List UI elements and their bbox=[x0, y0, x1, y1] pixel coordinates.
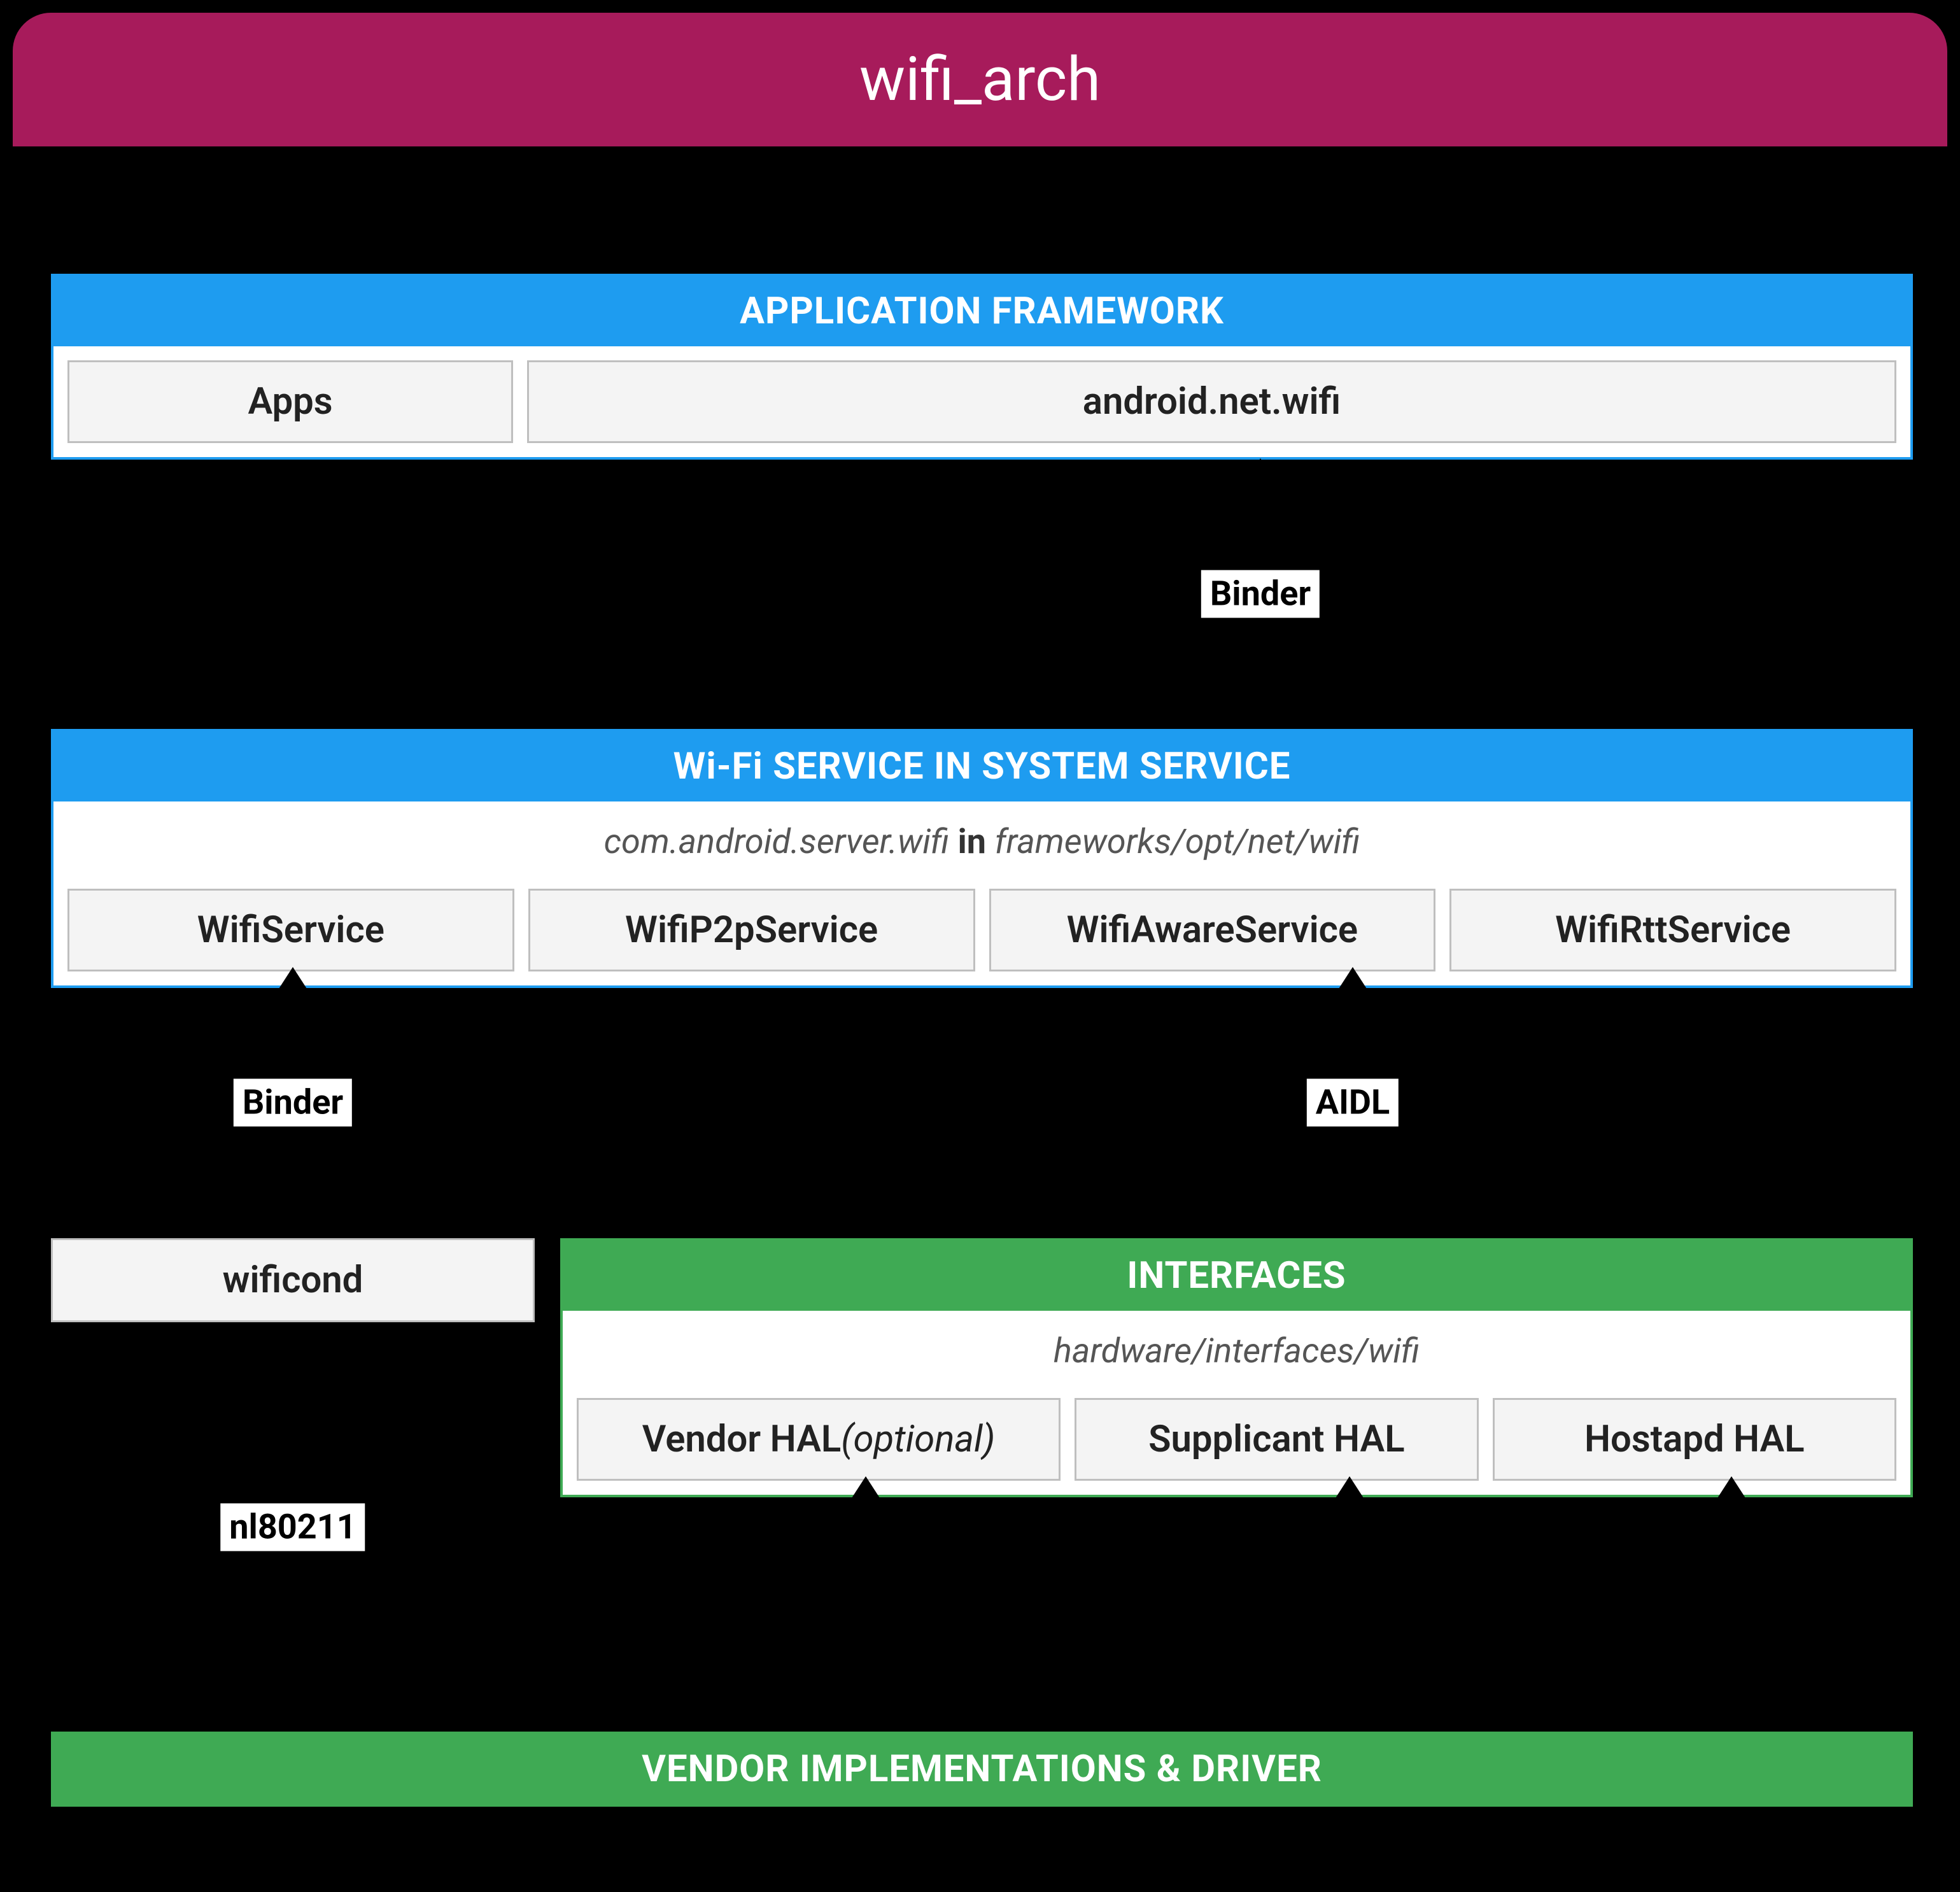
edge-binder1-arrowhead-up bbox=[1246, 458, 1274, 480]
edge-ifc-vendor-2-line bbox=[1347, 1495, 1352, 1712]
edge-ifc-vendor-1-arrowhead-up bbox=[852, 1476, 880, 1498]
edge-aidl-arrowhead-down bbox=[1339, 1217, 1367, 1238]
layer-interfaces: INTERFACES hardware/interfaces/wifi Vend… bbox=[560, 1238, 1913, 1497]
interfaces-subtitle: hardware/interfaces/wifi bbox=[577, 1325, 1896, 1384]
layer-vendor: VENDOR IMPLEMENTATIONS & DRIVER bbox=[51, 1732, 1913, 1807]
box-vendor-hal-label: Vendor HAL bbox=[642, 1418, 841, 1461]
box-wifirttservice: WifiRttService bbox=[1449, 889, 1896, 971]
layer-wifi-service: Wi-Fi SERVICE IN SYSTEM SERVICE com.andr… bbox=[51, 729, 1913, 988]
edge-ifc-vendor-3-arrowhead-up bbox=[1717, 1476, 1745, 1498]
box-hostapd-hal: Hostapd HAL bbox=[1493, 1398, 1896, 1481]
layer-app-framework-body: Apps android.net.wifi bbox=[53, 346, 1910, 457]
edge-aidl-label: AIDL bbox=[1307, 1079, 1399, 1127]
edge-ifc-vendor-3-line bbox=[1729, 1495, 1734, 1712]
box-vendor-hal: Vendor HAL (optional) bbox=[577, 1398, 1061, 1481]
edge-binder1-arrowhead-down bbox=[1246, 707, 1274, 729]
edge-ifc-vendor-1-arrowhead-down bbox=[852, 1710, 880, 1732]
layer-vendor-header: VENDOR IMPLEMENTATIONS & DRIVER bbox=[53, 1734, 1910, 1804]
edge-ifc-vendor-2-arrowhead-down bbox=[1336, 1710, 1364, 1732]
edge-ifc-vendor-2-arrowhead-up bbox=[1336, 1476, 1364, 1498]
edge-nl80211-label: nl80211 bbox=[220, 1503, 365, 1551]
layer-interfaces-body: hardware/interfaces/wifi Vendor HAL (opt… bbox=[563, 1311, 1910, 1495]
layer-app-framework-header: APPLICATION FRAMEWORK bbox=[53, 276, 1910, 346]
edge-binder1-label: Binder bbox=[1201, 570, 1320, 618]
edge-aidl-arrowhead-up bbox=[1339, 967, 1367, 989]
edge-nl80211-arrowhead-up bbox=[279, 1322, 307, 1344]
layer-interfaces-header: INTERFACES bbox=[563, 1241, 1910, 1311]
box-wifip2pservice: WifiP2pService bbox=[528, 889, 975, 971]
wifi-service-subtitle-path: frameworks/opt/net/wifi bbox=[994, 822, 1360, 862]
layer-wifi-service-body: com.android.server.wifi in frameworks/op… bbox=[53, 801, 1910, 985]
wifi-service-subtitle: com.android.server.wifi in frameworks/op… bbox=[67, 815, 1896, 875]
box-vendor-hal-note: (optional) bbox=[841, 1418, 995, 1461]
edge-ifc-vendor-3-arrowhead-down bbox=[1717, 1710, 1745, 1732]
box-apps: Apps bbox=[67, 360, 513, 443]
box-wificond: wificond bbox=[51, 1238, 535, 1322]
edge-nl80211-arrowhead-down bbox=[279, 1710, 307, 1732]
layer-app-framework: APPLICATION FRAMEWORK Apps android.net.w… bbox=[51, 274, 1913, 460]
edge-binder2-label: Binder bbox=[234, 1079, 352, 1127]
box-android-net-wifi: android.net.wifi bbox=[527, 360, 1896, 443]
diagram-title: wifi_arch bbox=[13, 13, 1947, 146]
wifi-service-subtitle-mid: in bbox=[949, 822, 994, 862]
box-supplicant-hal: Supplicant HAL bbox=[1075, 1398, 1478, 1481]
wifi-service-subtitle-pkg: com.android.server.wifi bbox=[604, 822, 949, 862]
edge-binder2-arrowhead-down bbox=[279, 1217, 307, 1238]
box-wifiawareservice: WifiAwareService bbox=[989, 889, 1436, 971]
box-wifiservice: WifiService bbox=[67, 889, 514, 971]
edge-binder2-arrowhead-up bbox=[279, 967, 307, 989]
layer-wifi-service-header: Wi-Fi SERVICE IN SYSTEM SERVICE bbox=[53, 731, 1910, 801]
edge-ifc-vendor-1-line bbox=[863, 1495, 868, 1712]
